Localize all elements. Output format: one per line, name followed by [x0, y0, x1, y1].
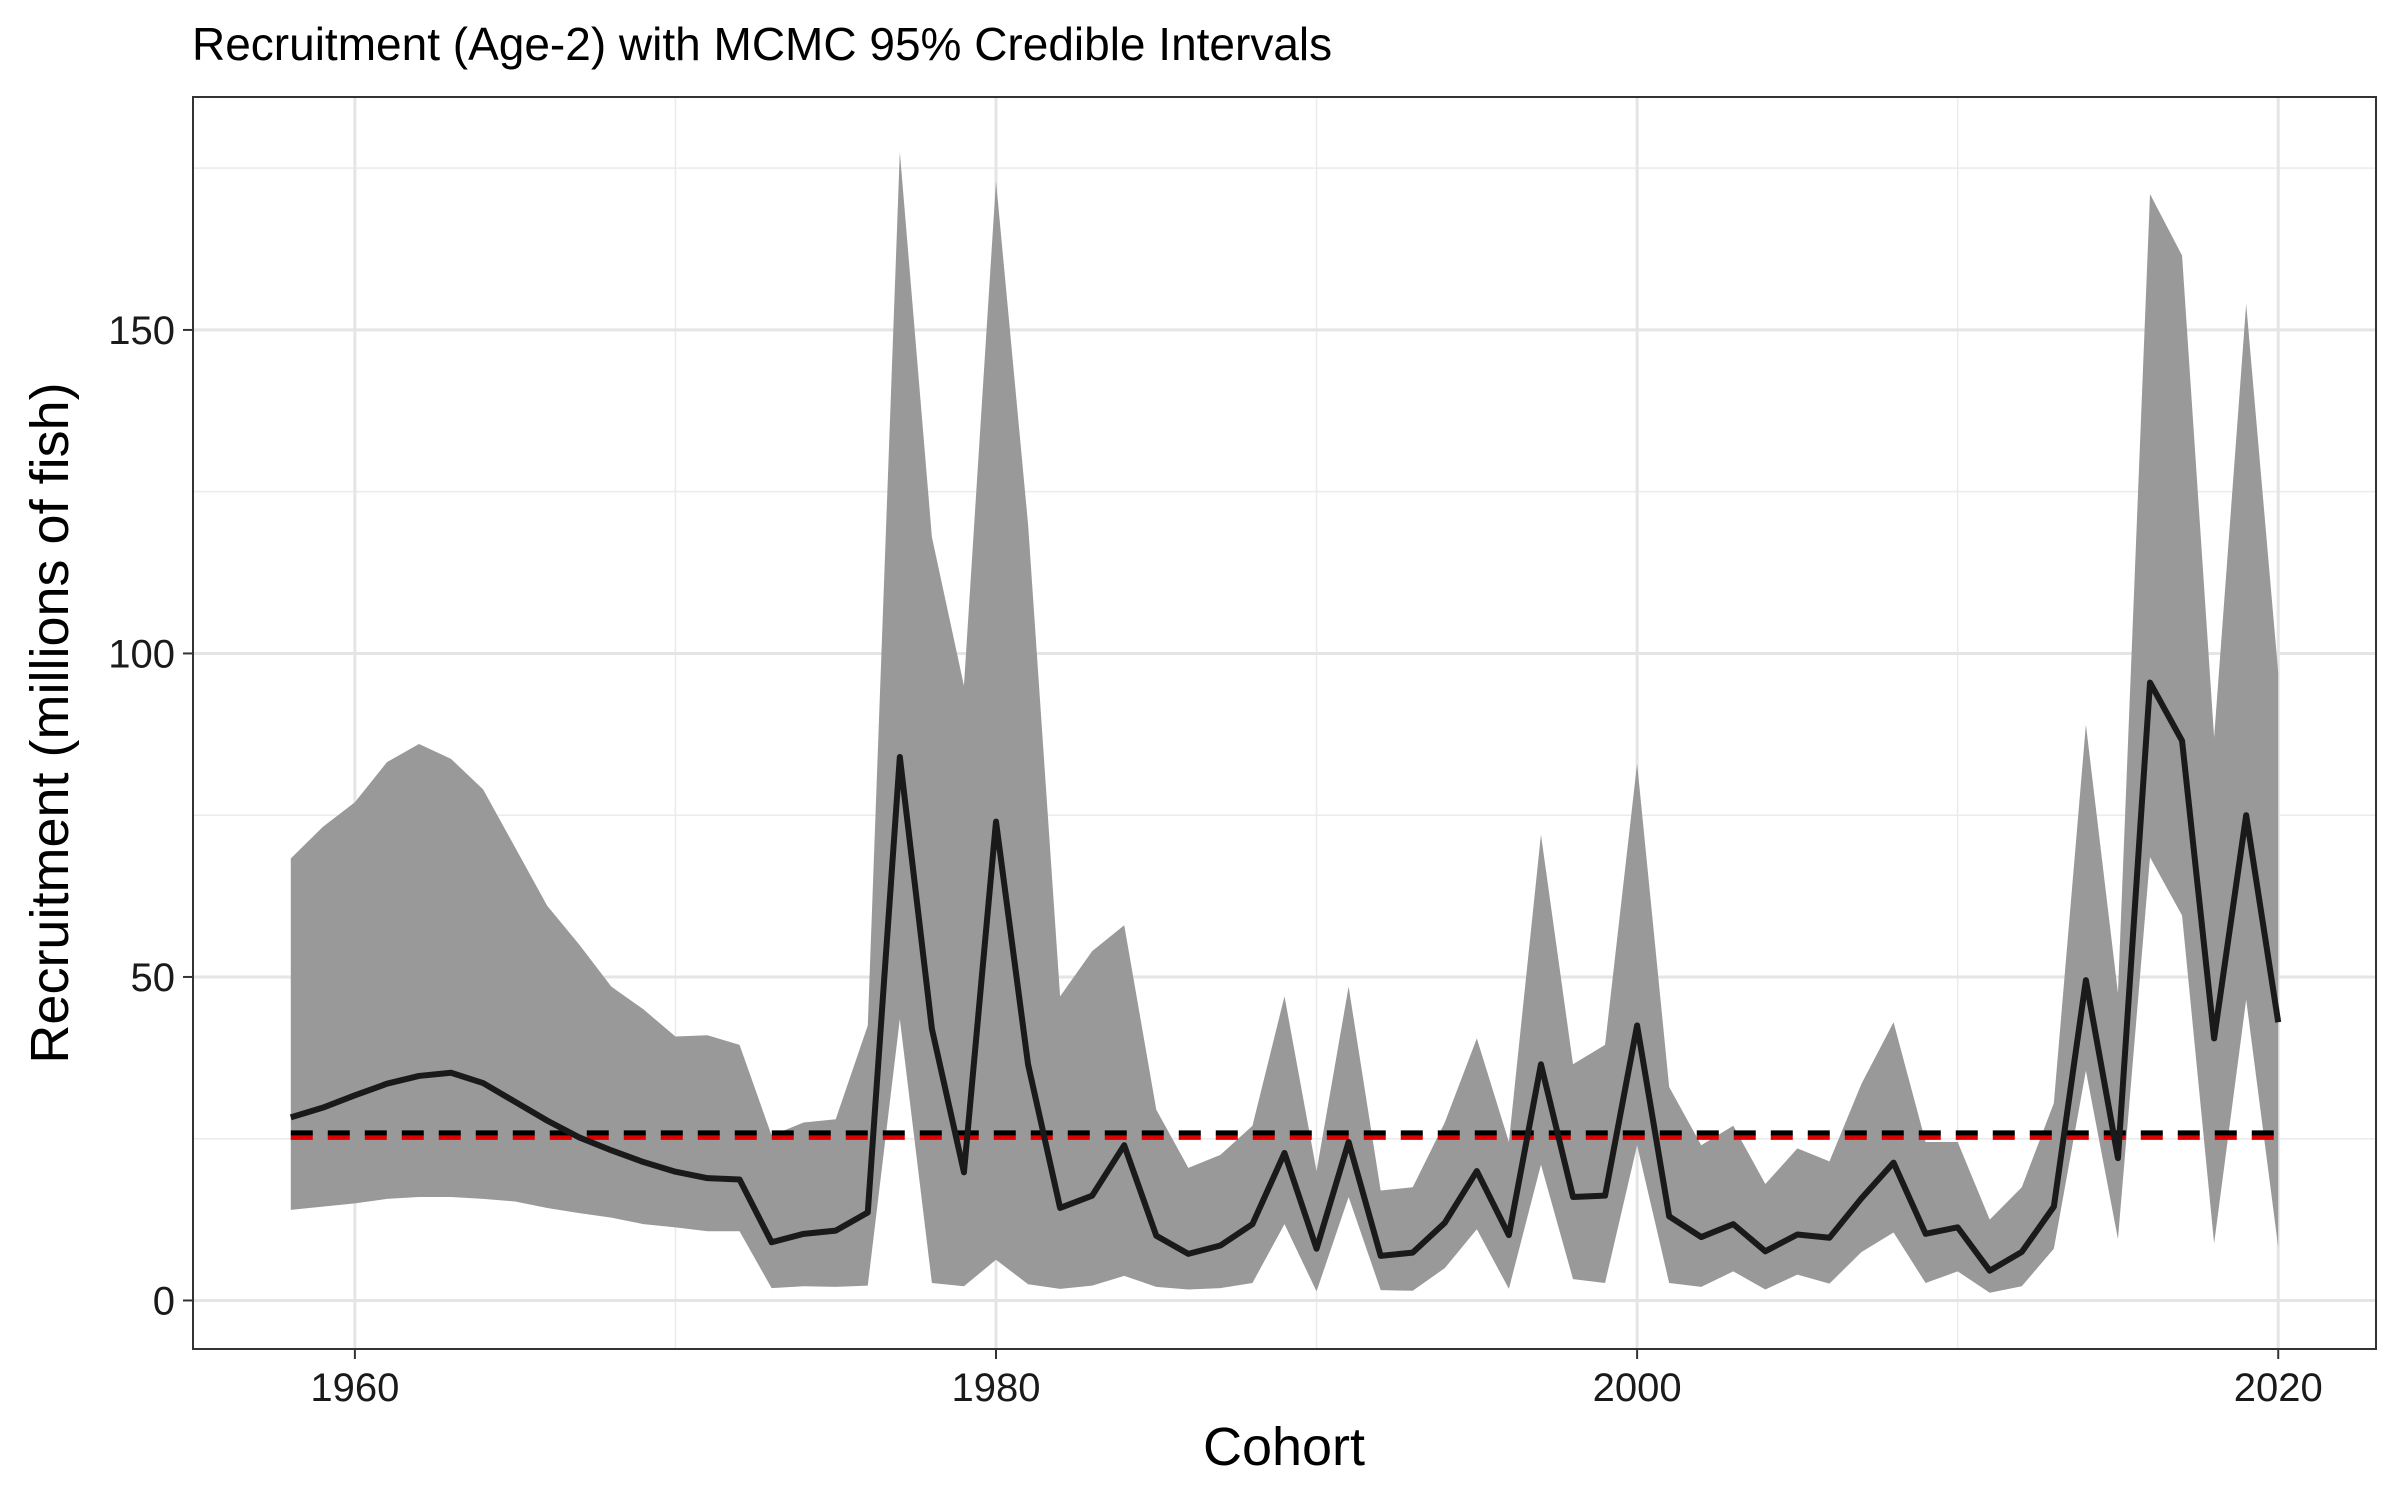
y-tick-label: 0 — [153, 1279, 175, 1323]
y-tick-label: 100 — [108, 632, 175, 676]
data-series-layer — [289, 152, 2282, 1293]
x-tick-label: 1960 — [310, 1366, 399, 1410]
median-recruitment-line — [289, 679, 2282, 1274]
y-tick-label: 50 — [131, 956, 176, 1000]
x-tick-label: 1980 — [952, 1366, 1041, 1410]
x-tick-label: 2000 — [1593, 1366, 1682, 1410]
y-tick-label: 150 — [108, 309, 175, 353]
credible-interval-ribbon — [290, 152, 2279, 1293]
plot-panel-border — [192, 96, 2377, 1350]
y-axis: 0 50 100 150 — [108, 309, 193, 1323]
x-axis: 1960 1980 2000 2020 — [310, 1349, 2323, 1410]
x-axis-title: Cohort — [1203, 1417, 1365, 1477]
chart-title: Recruitment (Age-2) with MCMC 95% Credib… — [192, 18, 1332, 70]
x-tick-label: 2020 — [2234, 1366, 2323, 1410]
y-axis-title: Recruitment (millions of fish) — [20, 382, 80, 1063]
